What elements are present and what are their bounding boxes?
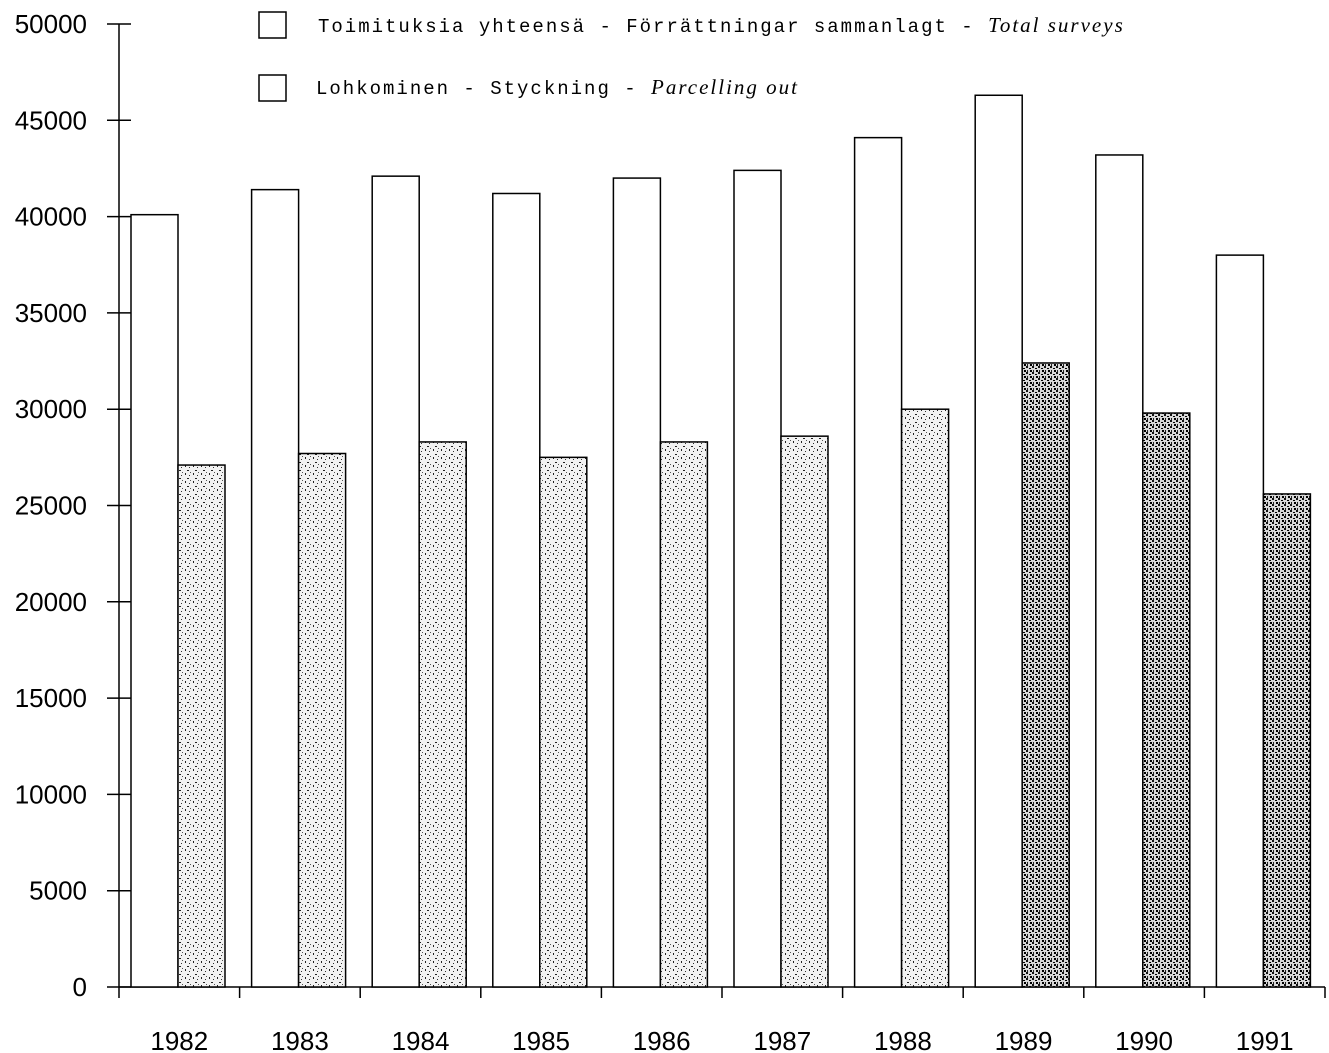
y-tick-group: 0 5000 10000 15000 20000 25000 30000 35000 40000… — [15, 9, 131, 1002]
bar-total-surveys — [733, 169, 782, 988]
bars-group — [130, 94, 1312, 988]
legend-label-parcelling-out: Lohkominen - Styckning - Parcelling out — [316, 75, 799, 100]
bar-parcelling-out — [900, 408, 950, 988]
bar-total-surveys — [1215, 254, 1265, 988]
x-tick-label: 1982 — [150, 1026, 208, 1053]
x-tick-label: 1987 — [753, 1026, 811, 1053]
y-tick-label: 5000 — [29, 876, 87, 906]
bar-parcelling-out — [1262, 493, 1312, 988]
bar-parcelling-out — [418, 441, 467, 988]
y-tick-label: 45000 — [15, 105, 87, 135]
y-tick-label: 20000 — [15, 587, 87, 617]
x-tick-label: 1990 — [1115, 1026, 1173, 1053]
y-tick-label: 0 — [73, 972, 87, 1002]
x-tick-group: 1982 1983 1984 1985 1986 1987 1988 1989 1990 1991 — [118, 987, 1326, 1053]
y-tick-label: 40000 — [15, 202, 87, 232]
bar-total-surveys — [371, 175, 420, 988]
bar-parcelling-out — [659, 441, 709, 988]
y-tick-label: 15000 — [15, 683, 87, 713]
x-tick-label: 1991 — [1236, 1026, 1294, 1053]
x-tick-label: 1983 — [271, 1026, 329, 1053]
bar-total-surveys — [250, 188, 300, 988]
legend: Toimituksia yhteensä - Förrättningar sam… — [258, 11, 1125, 102]
bar-parcelling-out — [177, 464, 226, 988]
x-tick-label: 1986 — [633, 1026, 691, 1053]
bar-parcelling-out — [1142, 412, 1191, 988]
y-tick-label: 35000 — [15, 298, 87, 328]
legend-swatch-parcelling-out — [258, 74, 287, 102]
legend-swatch-total-surveys — [258, 11, 287, 39]
x-tick-label: 1984 — [392, 1026, 450, 1053]
bar-total-surveys — [853, 136, 903, 988]
bar-total-surveys — [1095, 154, 1144, 988]
bar-total-surveys — [492, 192, 541, 988]
y-tick-label: 10000 — [15, 779, 87, 809]
x-tick-label: 1985 — [512, 1026, 570, 1053]
bar-total-surveys — [612, 177, 662, 988]
bar-parcelling-out — [1021, 362, 1070, 988]
y-tick-label: 50000 — [15, 9, 87, 39]
bar-parcelling-out — [297, 452, 347, 988]
x-tick-label: 1989 — [995, 1026, 1053, 1053]
x-tick-label: 1988 — [874, 1026, 932, 1053]
bar-parcelling-out — [539, 456, 588, 988]
bar-parcelling-out — [780, 435, 829, 988]
y-tick-label: 30000 — [15, 394, 87, 424]
y-tick-label: 25000 — [15, 491, 87, 521]
legend-label-total-surveys: Toimituksia yhteensä - Förrättningar sam… — [318, 13, 1125, 38]
bar-total-surveys — [974, 94, 1023, 988]
bar-total-surveys — [130, 213, 179, 988]
